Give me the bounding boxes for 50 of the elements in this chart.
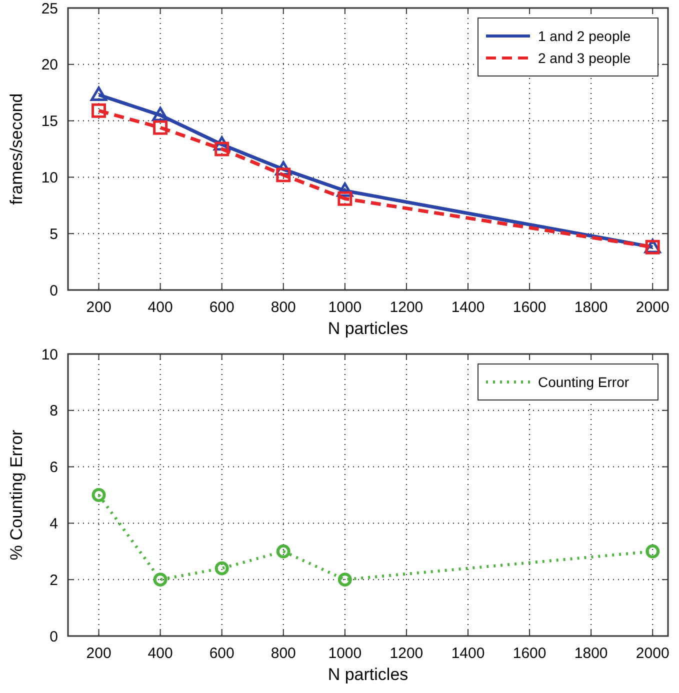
y-tick-label: 10 (41, 346, 58, 364)
y-tick-label: 15 (41, 113, 58, 130)
point (90, 86, 108, 102)
x-tick-label: 1400 (451, 299, 485, 316)
y-axis-title: % Counting Error (7, 429, 26, 560)
y-tick-label: 5 (50, 226, 58, 243)
y-tick-label: 8 (50, 402, 58, 420)
point (646, 544, 660, 558)
point (276, 544, 290, 558)
x-tick-label: 200 (86, 645, 112, 662)
y-tick-label: 0 (50, 282, 58, 300)
point (338, 191, 352, 206)
legend-label: 1 and 2 people (538, 28, 631, 44)
point (152, 106, 169, 122)
x-tick-label: 1600 (512, 645, 546, 662)
y-tick-label: 0 (50, 628, 58, 646)
point (92, 488, 106, 502)
point (214, 561, 229, 576)
x-tick-label: 1200 (390, 299, 424, 316)
point (153, 572, 168, 587)
x-tick-label: 1800 (574, 645, 608, 662)
y-tick-label: 2 (50, 572, 58, 589)
y-tick-label: 6 (50, 459, 58, 476)
legend-label: 2 and 3 people (538, 50, 631, 66)
y-axis-title: frames/second (7, 93, 26, 205)
x-tick-label: 1400 (451, 645, 485, 662)
x-tick-label: 2000 (636, 299, 670, 316)
x-axis-title: N particles (328, 319, 408, 338)
y-tick-label: 20 (41, 56, 58, 74)
x-tick-label: 1000 (328, 645, 362, 662)
legend-label: Counting Error (538, 374, 630, 390)
x-tick-label: 1200 (390, 645, 424, 662)
x-tick-label: 2000 (636, 645, 670, 662)
y-tick-label: 4 (50, 515, 58, 532)
x-tick-label: 800 (270, 645, 296, 662)
x-tick-label: 600 (209, 299, 234, 316)
y-tick-label: 25 (41, 0, 58, 18)
point (153, 120, 168, 135)
x-tick-label: 1000 (328, 299, 362, 316)
x-tick-label: 200 (86, 299, 112, 316)
x-tick-label: 400 (148, 645, 173, 662)
x-tick-label: 600 (209, 645, 234, 662)
x-tick-label: 1600 (512, 299, 546, 316)
x-tick-label: 400 (148, 299, 173, 316)
point (92, 103, 106, 118)
x-axis-title: N particles (328, 665, 408, 684)
point (338, 572, 352, 587)
x-tick-label: 1800 (574, 299, 608, 316)
x-tick-label: 800 (270, 299, 296, 316)
y-tick-label: 10 (41, 169, 58, 186)
